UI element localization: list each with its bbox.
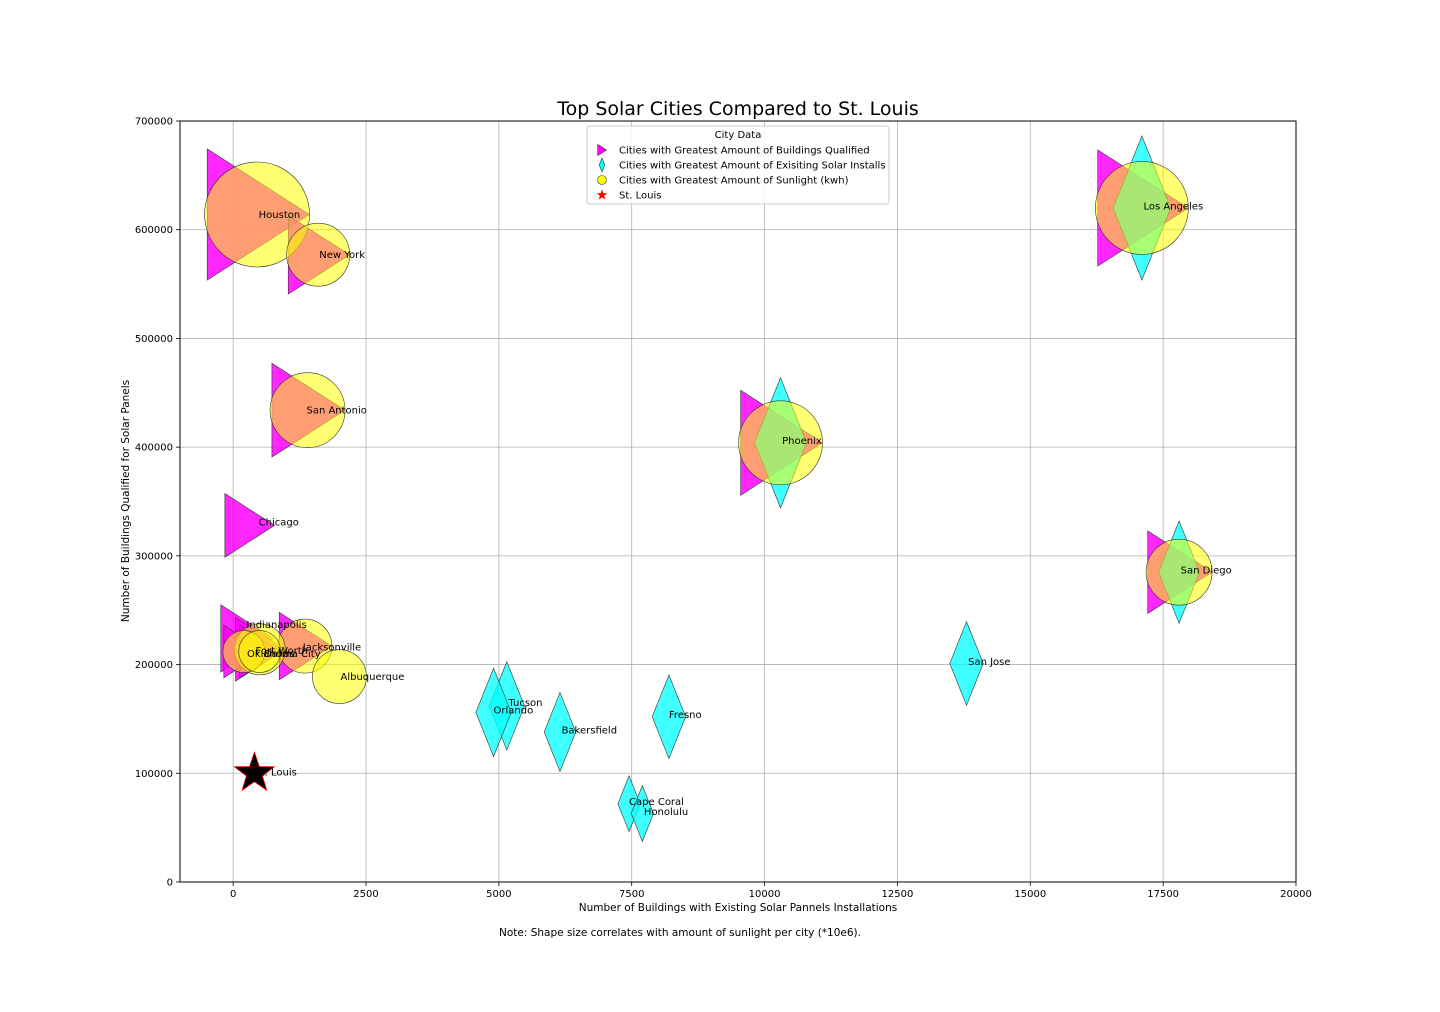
x-tick-label: 2500	[353, 889, 378, 900]
y-tick-label: 600000	[135, 225, 173, 236]
city-label: St. Louis	[254, 768, 296, 779]
city-label: New York	[319, 250, 365, 261]
x-tick-label: 10000	[749, 889, 781, 900]
sunlight-circle-marker	[312, 649, 367, 704]
city-label: San Antonio	[306, 406, 366, 417]
sunlight-circle-marker	[286, 222, 350, 287]
sunlight-circle-marker	[238, 630, 282, 673]
installs-diamond-marker	[949, 620, 984, 707]
x-tick-label: 7500	[619, 889, 644, 900]
y-axis-label: Number of Buildings Qualified for Solar …	[120, 380, 132, 622]
data-markers	[204, 135, 1213, 843]
city-label: Fort Worth	[255, 646, 308, 657]
city-label: San Jose	[968, 657, 1010, 668]
x-tick-label: 15000	[1014, 889, 1046, 900]
x-tick-label: 20000	[1280, 889, 1312, 900]
sunlight-circle-marker	[269, 372, 346, 448]
axis-ticks: 0 2500 5000 7500 10000 12500 15000 17500 2000001…	[135, 117, 1312, 901]
x-tick-label: 17500	[1147, 889, 1179, 900]
city-label: Indianapolis	[246, 620, 306, 631]
city-label: Dallas	[264, 649, 295, 660]
legend: City Data Cities with Greatest Amount of…	[586, 125, 890, 205]
x-tick-label: 12500	[882, 889, 914, 900]
x-axis-label: Number of Buildings with Existing Solar …	[579, 902, 897, 914]
y-tick-label: 500000	[135, 334, 173, 345]
legend-installs-diamond-marker	[598, 157, 606, 173]
city-label: Fresno	[669, 710, 702, 721]
y-tick-label: 400000	[135, 443, 173, 454]
legend-entry-label: Cities with Greatest Amount of Buildings…	[619, 146, 870, 157]
legend-qualified-triangle-marker	[597, 143, 608, 157]
chart-note: Note: Shape size correlates with amount …	[499, 927, 861, 939]
legend-entry-label: St. Louis	[619, 191, 661, 202]
city-label: Phoenix	[782, 436, 822, 447]
legend-entries: Cities with Greatest Amount of Buildings…	[596, 143, 886, 202]
city-label: Bakersfield	[562, 725, 617, 736]
y-tick-label: 700000	[135, 117, 173, 128]
y-tick-label: 300000	[135, 551, 173, 562]
installs-diamond-marker	[630, 784, 654, 843]
legend-entry-label: Cities with Greatest Amount of Exisiting…	[619, 161, 886, 172]
city-label: Honolulu	[644, 807, 688, 818]
city-label: Los Angeles	[1143, 201, 1203, 212]
sunlight-circle-marker	[1145, 538, 1213, 606]
st-louis-star-marker	[233, 751, 276, 792]
sunlight-circle-marker	[1095, 161, 1189, 255]
qualified-triangle-marker	[224, 492, 276, 558]
sunlight-circle-marker	[204, 161, 310, 268]
city-label: Tucson	[507, 698, 542, 709]
installs-diamond-marker	[651, 674, 686, 760]
legend-st-louis-star-marker	[596, 189, 608, 200]
chart-title: Top Solar Cities Compared to St. Louis	[556, 98, 919, 120]
legend-title: City Data	[715, 130, 762, 141]
x-tick-label: 0	[230, 889, 236, 900]
city-label: Chicago	[259, 518, 299, 529]
plot-frame	[179, 120, 1297, 883]
series-group	[204, 161, 1213, 704]
x-tick-label: 5000	[486, 889, 511, 900]
legend-box	[586, 125, 890, 205]
city-label: Albuquerque	[340, 672, 404, 683]
legend-entry-label: Cities with Greatest Amount of Sunlight …	[619, 176, 849, 187]
series-group	[233, 751, 276, 792]
legend-sunlight-circle-marker	[597, 175, 607, 185]
city-label: Jacksonville	[302, 643, 361, 654]
city-label: San Diego	[1181, 565, 1232, 576]
installs-diamond-marker	[475, 667, 512, 758]
installs-diamond-marker	[543, 691, 577, 773]
y-tick-label: 0	[167, 878, 173, 889]
city-labels: Houston New York San Antonio Chicago Indiana…	[246, 201, 1231, 818]
city-label: Houston	[259, 210, 301, 221]
city-label: Oklahoma City	[247, 649, 321, 660]
sunlight-circle-marker	[738, 400, 823, 486]
city-label: Cape Coral	[629, 797, 684, 808]
y-tick-label: 100000	[135, 769, 173, 780]
y-tick-label: 200000	[135, 660, 173, 671]
city-label: Orlando	[494, 706, 534, 717]
